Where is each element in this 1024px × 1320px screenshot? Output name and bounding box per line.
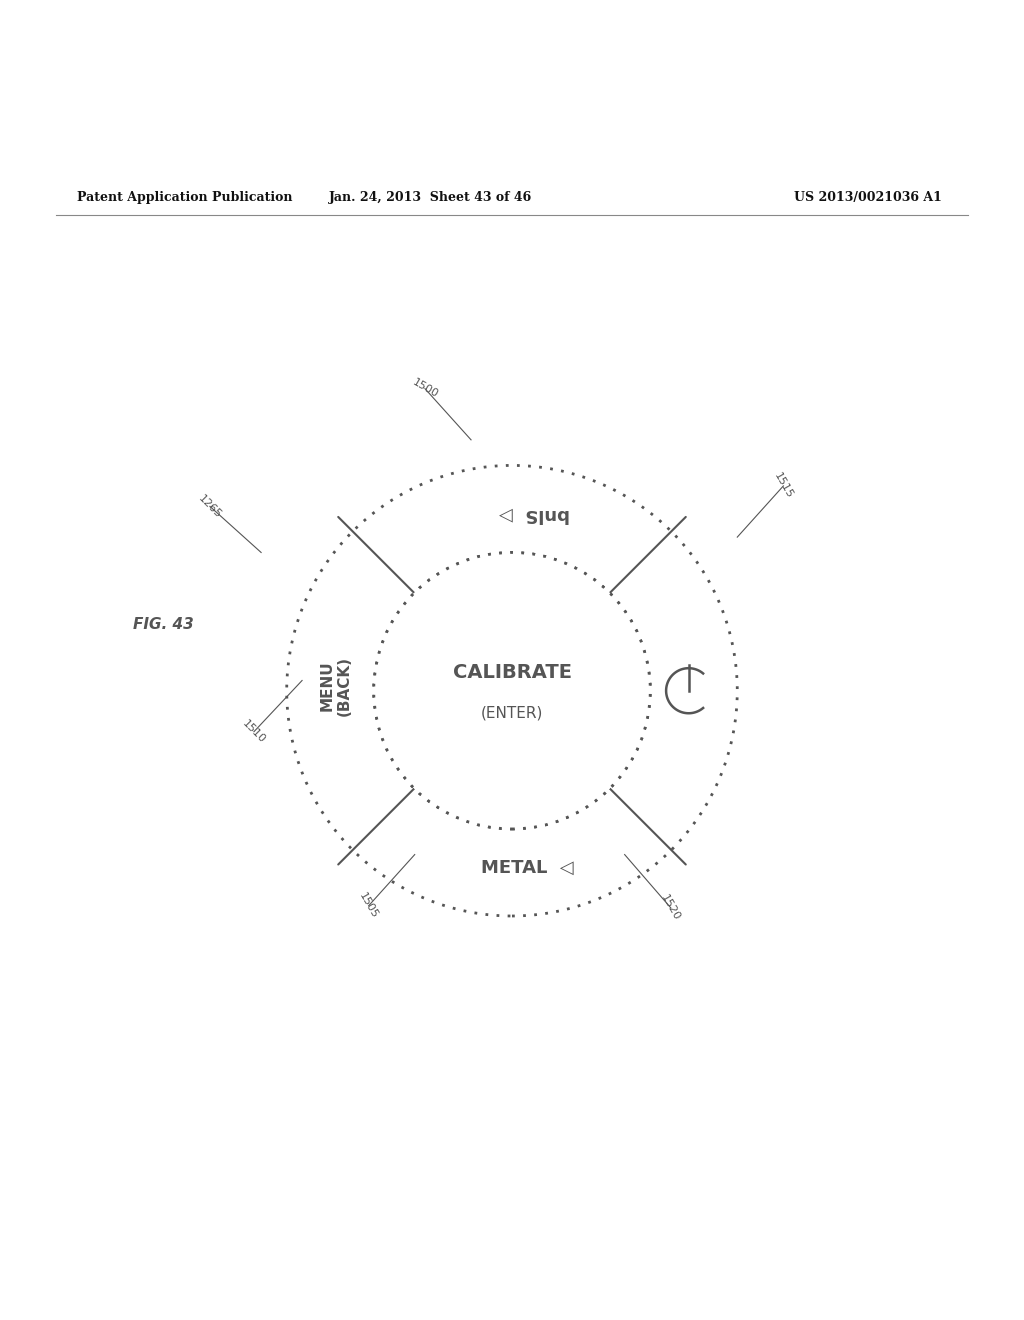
Circle shape: [287, 466, 737, 916]
Text: METAL  ◁: METAL ◁: [481, 858, 573, 876]
Text: Patent Application Publication: Patent Application Publication: [77, 190, 292, 203]
Text: 1520: 1520: [659, 894, 682, 923]
Text: Jan. 24, 2013  Sheet 43 of 46: Jan. 24, 2013 Sheet 43 of 46: [329, 190, 531, 203]
Text: CALIBRATE: CALIBRATE: [453, 663, 571, 682]
Text: (ENTER): (ENTER): [481, 706, 543, 721]
Text: 1510: 1510: [241, 718, 267, 744]
Text: 1515: 1515: [772, 471, 795, 500]
Text: 1265: 1265: [197, 492, 223, 520]
Text: US 2013/0021036 A1: US 2013/0021036 A1: [795, 190, 942, 203]
Text: FIG. 43: FIG. 43: [133, 616, 194, 632]
Circle shape: [374, 553, 650, 829]
Text: 1500: 1500: [411, 378, 439, 400]
Text: 1505: 1505: [357, 891, 380, 920]
Text: MENU
(BACK): MENU (BACK): [319, 656, 351, 715]
Text: bnlS  ▷: bnlS ▷: [499, 506, 570, 523]
Circle shape: [374, 553, 650, 829]
